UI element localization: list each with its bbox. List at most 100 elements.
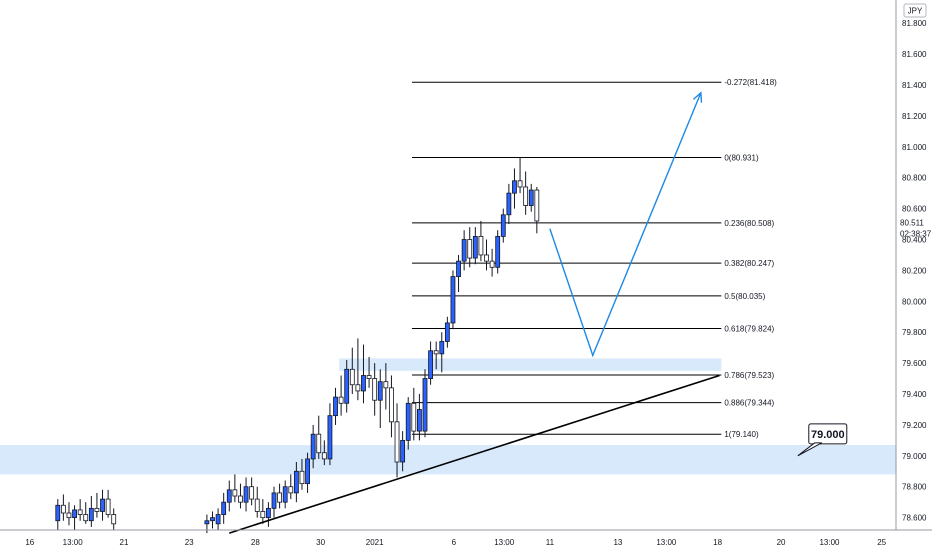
candle-63 xyxy=(495,230,501,274)
price-tick-label: 79.200 xyxy=(902,421,927,430)
candle-68 xyxy=(523,171,529,215)
price-tick-label: 81.800 xyxy=(902,19,927,28)
price-tick-label: 80.200 xyxy=(902,266,927,275)
candle-body xyxy=(433,350,439,355)
candle-body xyxy=(444,322,450,342)
candle-body xyxy=(344,368,350,404)
candle-56 xyxy=(456,254,461,293)
candle-49 xyxy=(416,394,422,441)
price-axis[interactable] xyxy=(895,0,932,530)
candle-54 xyxy=(444,316,450,348)
candle-body xyxy=(271,492,277,509)
candle-body xyxy=(456,260,461,277)
candle-body xyxy=(260,511,266,519)
candle-body xyxy=(299,470,305,485)
candle-body xyxy=(100,498,105,512)
currency-badge-box xyxy=(903,3,927,18)
fibonacci-retracement[interactable]: -0.272(81.418) 0(80.931) 0.236(80.508) 0.38… xyxy=(411,78,777,439)
trendline-layer[interactable] xyxy=(229,374,720,534)
candle-18 xyxy=(243,477,249,512)
candle-body xyxy=(111,514,117,525)
currency-badge-label: JPY xyxy=(908,7,923,16)
candle-body xyxy=(316,433,322,454)
time-tick-label: 25 xyxy=(877,538,886,547)
time-tick-label: 13:00 xyxy=(819,538,840,547)
candle-61 xyxy=(484,239,489,271)
candle-7 xyxy=(94,492,100,518)
candle-27 xyxy=(293,462,299,503)
candle-body xyxy=(467,239,473,259)
candle-body xyxy=(411,402,417,432)
candle-body xyxy=(366,375,372,379)
candle-body xyxy=(293,470,299,494)
candle-body xyxy=(389,387,394,423)
candle-62 xyxy=(489,248,495,277)
fib-level-label-8: 1(79.140) xyxy=(724,430,759,439)
price-callout-box[interactable] xyxy=(808,423,848,445)
candle-body xyxy=(232,489,238,497)
fib-level-label-3: 0.382(80.247) xyxy=(724,259,774,268)
candle-body xyxy=(221,501,227,515)
projection-path-layer[interactable] xyxy=(549,91,703,358)
candlestick-series xyxy=(55,157,540,534)
candle-38 xyxy=(355,338,361,401)
fib-level-label-1: 0(80.931) xyxy=(724,153,759,162)
candle-6 xyxy=(88,496,94,527)
candle-body xyxy=(66,512,72,519)
time-tick-label: 30 xyxy=(316,538,325,547)
candle-body xyxy=(517,180,523,188)
ascending-trendline[interactable] xyxy=(229,374,720,534)
price-tick-label: 79.600 xyxy=(902,359,927,368)
fib-level-label-0: -0.272(81.418) xyxy=(724,78,777,87)
candle-52 xyxy=(433,341,439,370)
price-tick-label: 81.000 xyxy=(902,143,927,152)
candle-37 xyxy=(349,347,355,395)
candle-70 xyxy=(534,186,540,234)
candle-body xyxy=(105,498,111,515)
candle-body xyxy=(282,486,288,503)
candle-body xyxy=(310,433,316,460)
projection-path[interactable] xyxy=(549,92,702,358)
candle-67 xyxy=(517,157,523,194)
support-zone-1[interactable] xyxy=(339,358,722,371)
candle-body xyxy=(305,458,310,485)
candle-35 xyxy=(338,375,344,416)
time-tick-label: 21 xyxy=(120,538,129,547)
support-zones xyxy=(0,358,897,475)
time-tick-label: 6 xyxy=(452,538,457,547)
fib-level-label-4: 0.5(80.035) xyxy=(724,292,765,301)
support-zone-0[interactable] xyxy=(0,445,897,475)
fib-level-label-5: 0.618(79.824) xyxy=(724,325,774,334)
candle-body xyxy=(500,214,506,237)
candle-body xyxy=(349,368,355,386)
candle-57 xyxy=(461,230,467,271)
time-tick-label: 13 xyxy=(613,538,622,547)
candle-30 xyxy=(310,424,316,469)
candle-body xyxy=(472,236,478,259)
candle-23 xyxy=(271,486,277,518)
candle-body xyxy=(204,520,210,525)
price-callout[interactable]: 79.000 xyxy=(797,423,848,457)
candle-body xyxy=(489,260,495,268)
candle-body xyxy=(394,421,400,463)
candle-body xyxy=(372,378,378,401)
currency-badge[interactable]: JPY xyxy=(903,3,927,18)
time-tick-label: 20 xyxy=(777,538,786,547)
candle-body xyxy=(321,452,327,460)
candle-body xyxy=(478,236,484,256)
candle-body xyxy=(405,402,411,441)
price-tick-label: 81.600 xyxy=(902,50,927,59)
candle-body xyxy=(249,486,255,500)
price-tick-label: 79.000 xyxy=(902,452,927,461)
price-tick-label: 80.600 xyxy=(902,205,927,214)
time-tick-label: 11 xyxy=(546,538,555,547)
candle-41 xyxy=(372,363,378,416)
candle-66 xyxy=(512,168,517,209)
candle-21 xyxy=(260,499,266,524)
candle-body xyxy=(506,192,512,216)
candle-43 xyxy=(383,363,389,410)
candle-46 xyxy=(400,431,406,472)
candle-body xyxy=(484,254,489,262)
candle-body xyxy=(523,186,529,206)
